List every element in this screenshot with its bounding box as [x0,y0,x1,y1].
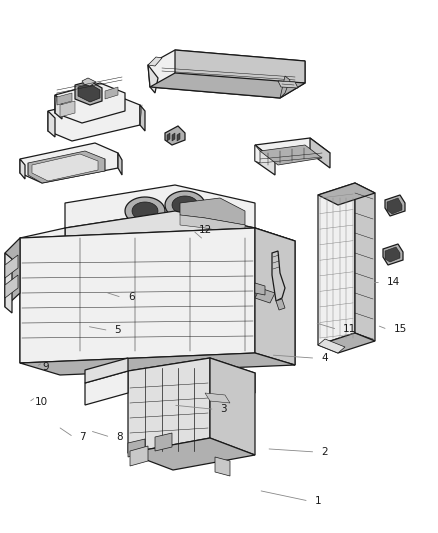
Polygon shape [255,145,260,163]
Polygon shape [57,93,72,105]
Polygon shape [318,183,355,345]
Polygon shape [180,198,245,225]
Polygon shape [106,201,134,221]
Polygon shape [165,126,185,145]
Polygon shape [255,138,330,161]
Polygon shape [318,339,345,353]
Polygon shape [383,244,403,265]
Polygon shape [98,204,142,234]
Polygon shape [20,228,65,363]
Polygon shape [255,283,265,295]
Polygon shape [310,138,330,168]
Polygon shape [162,225,182,257]
Polygon shape [128,358,210,453]
Polygon shape [210,358,255,455]
Polygon shape [82,78,96,86]
Polygon shape [55,83,125,123]
Polygon shape [255,288,275,303]
Polygon shape [55,95,62,119]
Polygon shape [20,143,118,183]
Polygon shape [5,275,18,298]
Polygon shape [215,457,230,476]
Polygon shape [385,195,405,216]
Polygon shape [5,255,18,278]
Polygon shape [132,221,152,253]
Text: 10: 10 [35,398,48,407]
Polygon shape [165,191,205,219]
Polygon shape [148,65,158,93]
Text: 1: 1 [315,496,321,506]
Polygon shape [48,95,140,141]
Text: 2: 2 [321,447,328,457]
Polygon shape [126,215,158,259]
Polygon shape [105,87,118,99]
Polygon shape [126,226,158,238]
Text: 6: 6 [128,293,134,302]
Polygon shape [20,159,25,179]
Polygon shape [128,438,255,470]
Polygon shape [130,446,148,466]
Polygon shape [60,101,75,117]
Polygon shape [98,196,142,226]
Polygon shape [125,197,165,225]
Polygon shape [172,196,198,214]
Polygon shape [172,133,175,141]
Text: 12: 12 [199,225,212,235]
Polygon shape [255,145,275,175]
Text: 5: 5 [115,326,121,335]
Polygon shape [125,197,134,205]
Polygon shape [156,230,188,242]
Text: 9: 9 [42,362,49,372]
Polygon shape [280,76,290,98]
Polygon shape [205,393,230,403]
Polygon shape [148,50,305,98]
Text: 7: 7 [80,432,86,442]
Text: 3: 3 [221,405,227,414]
Polygon shape [260,145,322,165]
Polygon shape [385,247,400,262]
Text: 8: 8 [117,432,123,442]
Polygon shape [78,84,100,102]
Polygon shape [177,133,180,141]
Polygon shape [65,211,255,253]
Polygon shape [128,439,145,457]
Text: 4: 4 [321,353,328,363]
Polygon shape [75,81,102,105]
Polygon shape [20,228,295,251]
Polygon shape [255,228,295,365]
Polygon shape [175,50,305,83]
Text: 14: 14 [387,278,400,287]
Polygon shape [156,219,188,263]
Polygon shape [65,185,255,228]
Polygon shape [276,299,285,310]
Polygon shape [132,202,158,220]
Polygon shape [167,133,170,141]
Polygon shape [20,353,295,375]
Polygon shape [118,153,122,175]
Polygon shape [85,371,128,405]
Text: 11: 11 [343,325,357,334]
Polygon shape [20,228,255,363]
Polygon shape [155,433,172,451]
Polygon shape [128,358,255,393]
Polygon shape [48,111,55,137]
Polygon shape [255,228,295,365]
Polygon shape [5,253,12,313]
Polygon shape [150,73,305,98]
Polygon shape [387,198,402,214]
Polygon shape [85,358,128,383]
Text: 15: 15 [394,325,407,334]
Polygon shape [278,81,298,88]
Polygon shape [32,154,98,181]
Polygon shape [5,238,20,307]
Polygon shape [148,57,162,66]
Polygon shape [272,251,285,301]
Polygon shape [180,215,245,235]
Polygon shape [318,333,375,353]
Polygon shape [140,105,145,131]
Polygon shape [318,183,375,205]
Polygon shape [355,183,375,341]
Polygon shape [28,151,105,183]
